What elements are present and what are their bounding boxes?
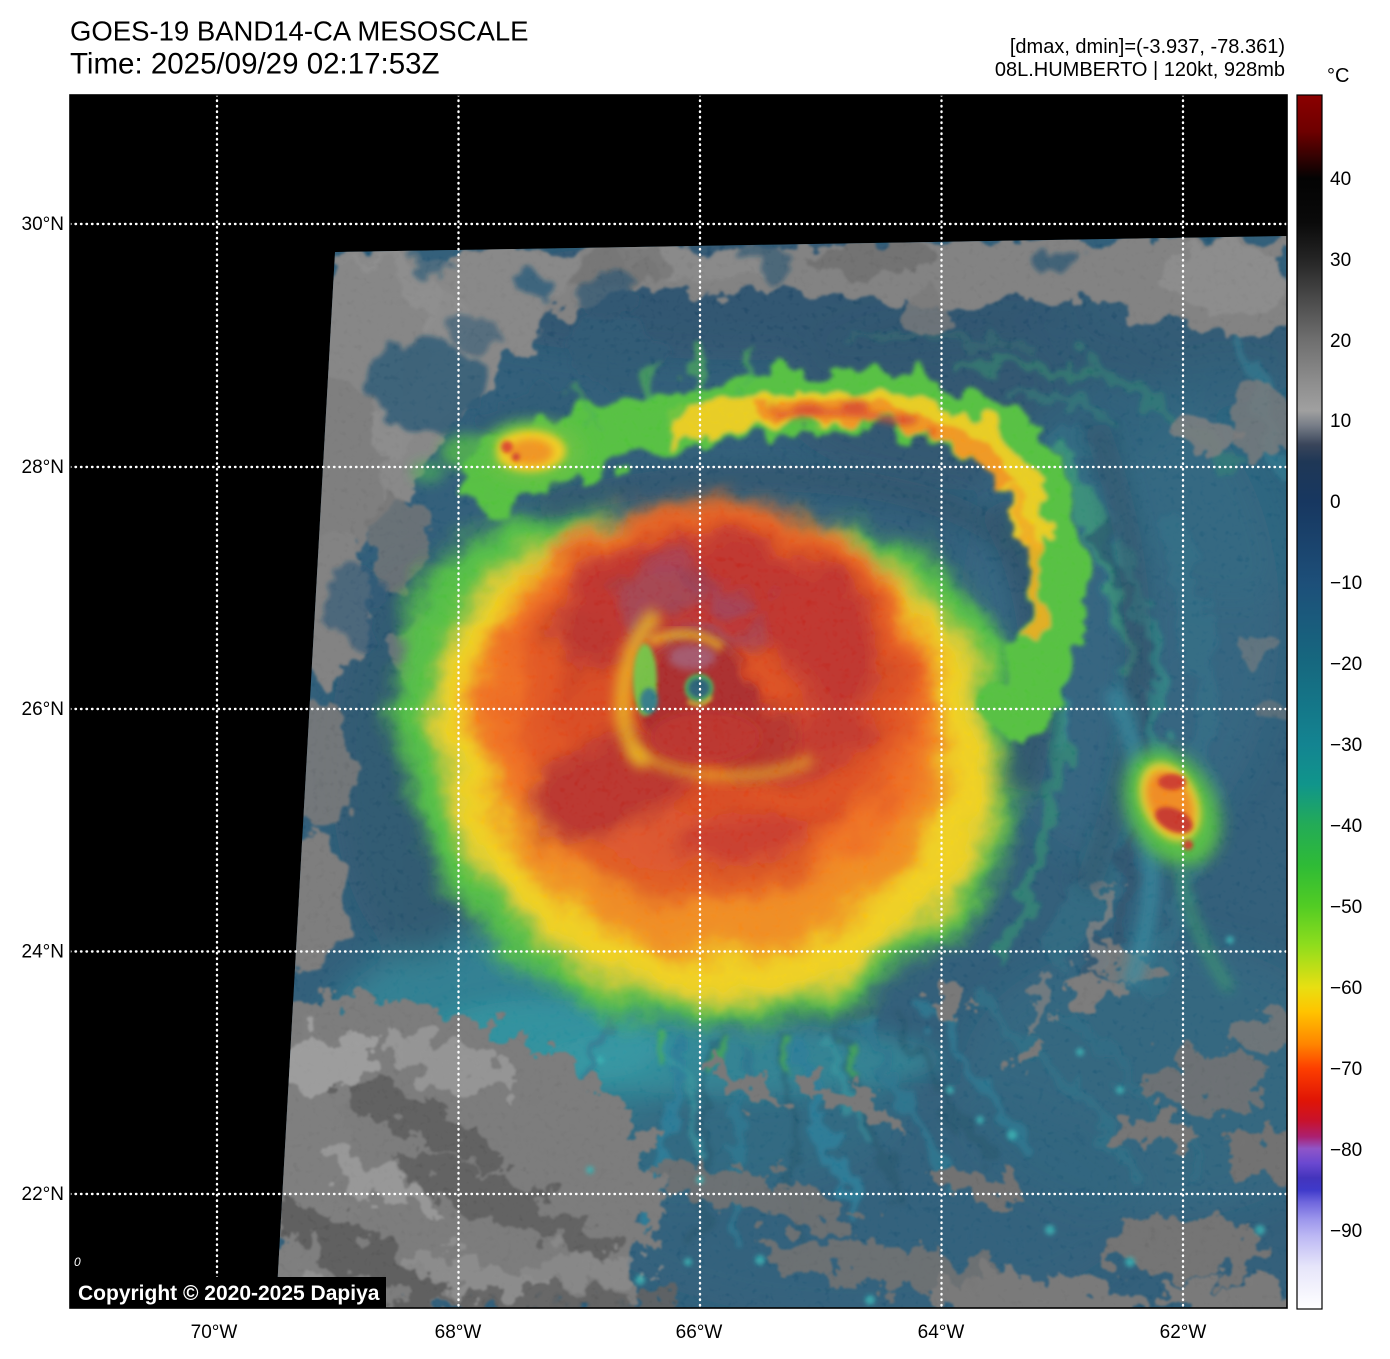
svg-text:28°N: 28°N bbox=[22, 457, 64, 478]
svg-text:66°W: 66°W bbox=[676, 1322, 723, 1343]
svg-text:0: 0 bbox=[1330, 492, 1341, 513]
svg-text:70°W: 70°W bbox=[191, 1322, 238, 1343]
svg-text:−90: −90 bbox=[1330, 1221, 1362, 1242]
svg-text:Copyright © 2020-2025 Dapiya: Copyright © 2020-2025 Dapiya bbox=[78, 1282, 380, 1305]
svg-text:62°W: 62°W bbox=[1160, 1322, 1207, 1343]
svg-text:−10: −10 bbox=[1330, 573, 1362, 594]
svg-text:−80: −80 bbox=[1330, 1140, 1362, 1161]
svg-text:64°W: 64°W bbox=[918, 1322, 965, 1343]
svg-text:−60: −60 bbox=[1330, 978, 1362, 999]
svg-text:Time: 2025/09/29 02:17:53Z: Time: 2025/09/29 02:17:53Z bbox=[70, 48, 440, 81]
svg-text:°C: °C bbox=[1327, 65, 1349, 87]
svg-text:08L.HUMBERTO | 120kt, 928mb: 08L.HUMBERTO | 120kt, 928mb bbox=[995, 59, 1285, 81]
svg-text:30°N: 30°N bbox=[22, 214, 64, 235]
svg-text:24°N: 24°N bbox=[22, 942, 64, 963]
svg-text:68°W: 68°W bbox=[435, 1322, 482, 1343]
svg-text:−50: −50 bbox=[1330, 897, 1362, 918]
svg-text:40: 40 bbox=[1330, 169, 1351, 190]
svg-text:30: 30 bbox=[1330, 250, 1351, 271]
svg-text:20: 20 bbox=[1330, 331, 1351, 352]
svg-text:10: 10 bbox=[1330, 411, 1351, 432]
svg-text:−30: −30 bbox=[1330, 735, 1362, 756]
svg-text:−20: −20 bbox=[1330, 654, 1362, 675]
svg-text:−70: −70 bbox=[1330, 1059, 1362, 1080]
svg-text:GOES-19 BAND14-CA MESOSCALE: GOES-19 BAND14-CA MESOSCALE bbox=[70, 16, 529, 47]
svg-text:[dmax, dmin]=(-3.937, -78.361): [dmax, dmin]=(-3.937, -78.361) bbox=[1010, 36, 1285, 58]
svg-text:26°N: 26°N bbox=[22, 699, 64, 720]
svg-text:22°N: 22°N bbox=[22, 1184, 64, 1205]
svg-text:−40: −40 bbox=[1330, 816, 1362, 837]
svg-text:0: 0 bbox=[74, 1255, 81, 1269]
